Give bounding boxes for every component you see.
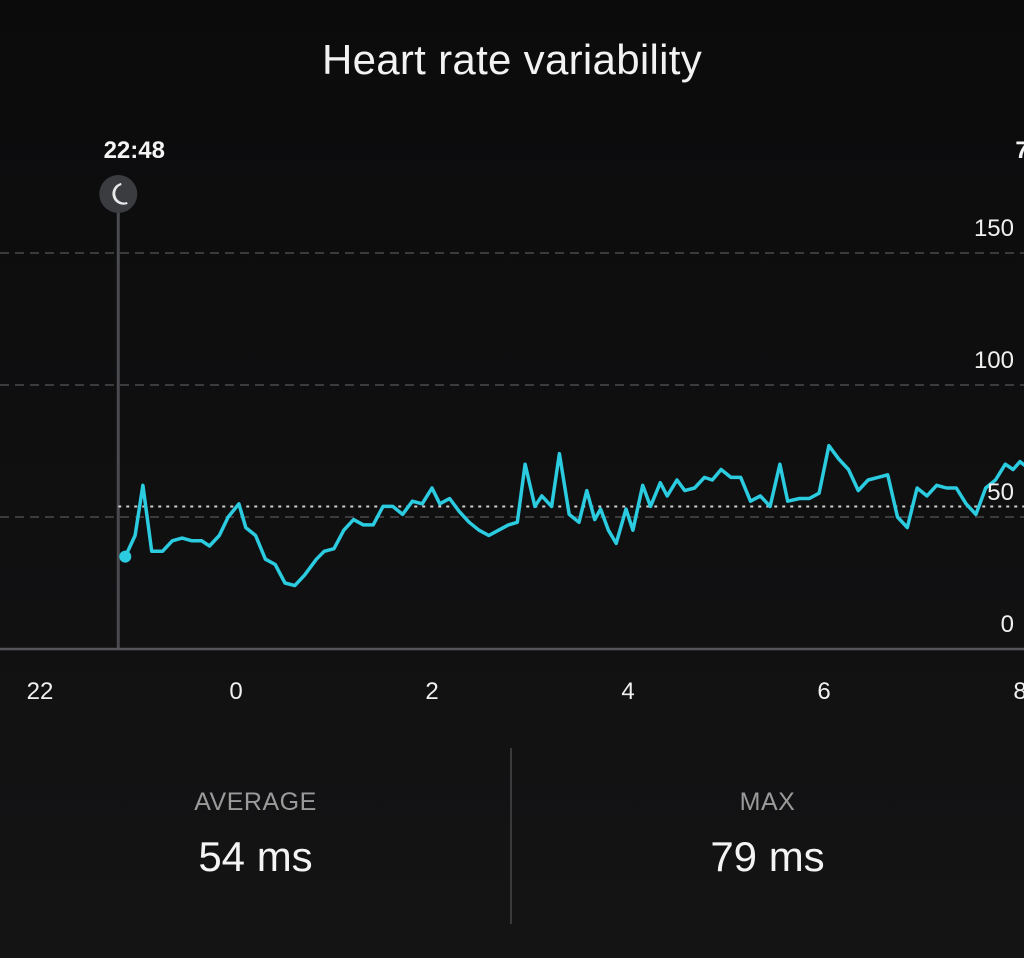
x-tick-label: 0 [229, 678, 242, 705]
series-start-point [119, 550, 132, 563]
average-label: AVERAGE [194, 788, 317, 816]
y-tick-label: 50 [987, 479, 1014, 506]
average-stat: AVERAGE 54 ms [0, 748, 511, 924]
page-title: Heart rate variability [321, 36, 703, 83]
x-tick-label: 22 [27, 678, 54, 705]
sleep-time-label: 22:48 [104, 137, 165, 164]
y-tick-label: 150 [974, 215, 1014, 242]
y-tick-label: 0 [1001, 611, 1014, 638]
x-tick-label: 2 [425, 678, 438, 705]
wake-time-label: 7:02 [1015, 137, 1024, 164]
y-tick-label: 100 [974, 347, 1014, 374]
hrv-series-line [123, 443, 1024, 588]
moon-icon [99, 175, 138, 213]
stats-panel: AVERAGE 54 ms MAX 79 ms [0, 748, 1024, 924]
average-value: 54 ms [198, 833, 313, 880]
hrv-line-chart: 0 50 100 150 22 0 2 4 6 8 22:48 7:02 [0, 137, 1024, 705]
stats-divider [510, 748, 512, 924]
x-tick-label: 8 [1013, 678, 1024, 705]
x-tick-label: 4 [621, 678, 634, 705]
max-label: MAX [739, 788, 796, 816]
x-tick-label: 6 [817, 678, 830, 705]
max-value: 79 ms [710, 833, 825, 880]
max-stat: MAX 79 ms [512, 748, 1023, 924]
